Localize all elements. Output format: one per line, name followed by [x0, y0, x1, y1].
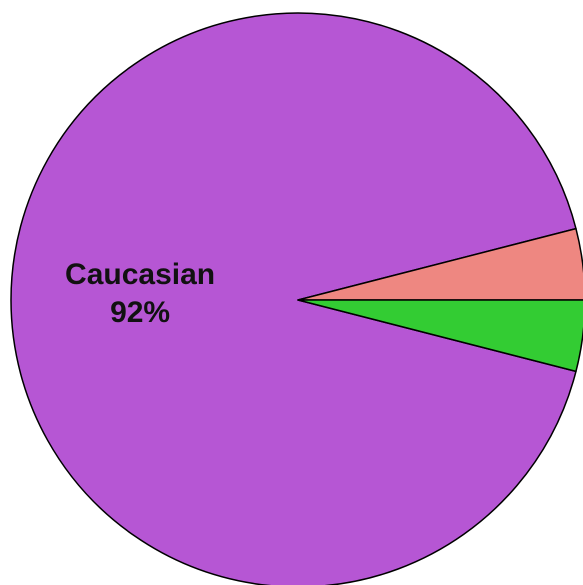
- labels-layer: Caucasian 92%: [65, 258, 215, 329]
- slice-value-label-0: 92%: [110, 296, 170, 329]
- slices-layer: [10, 12, 583, 585]
- pie-slice-0: [10, 12, 577, 585]
- slice-label-0: Caucasian: [65, 258, 215, 291]
